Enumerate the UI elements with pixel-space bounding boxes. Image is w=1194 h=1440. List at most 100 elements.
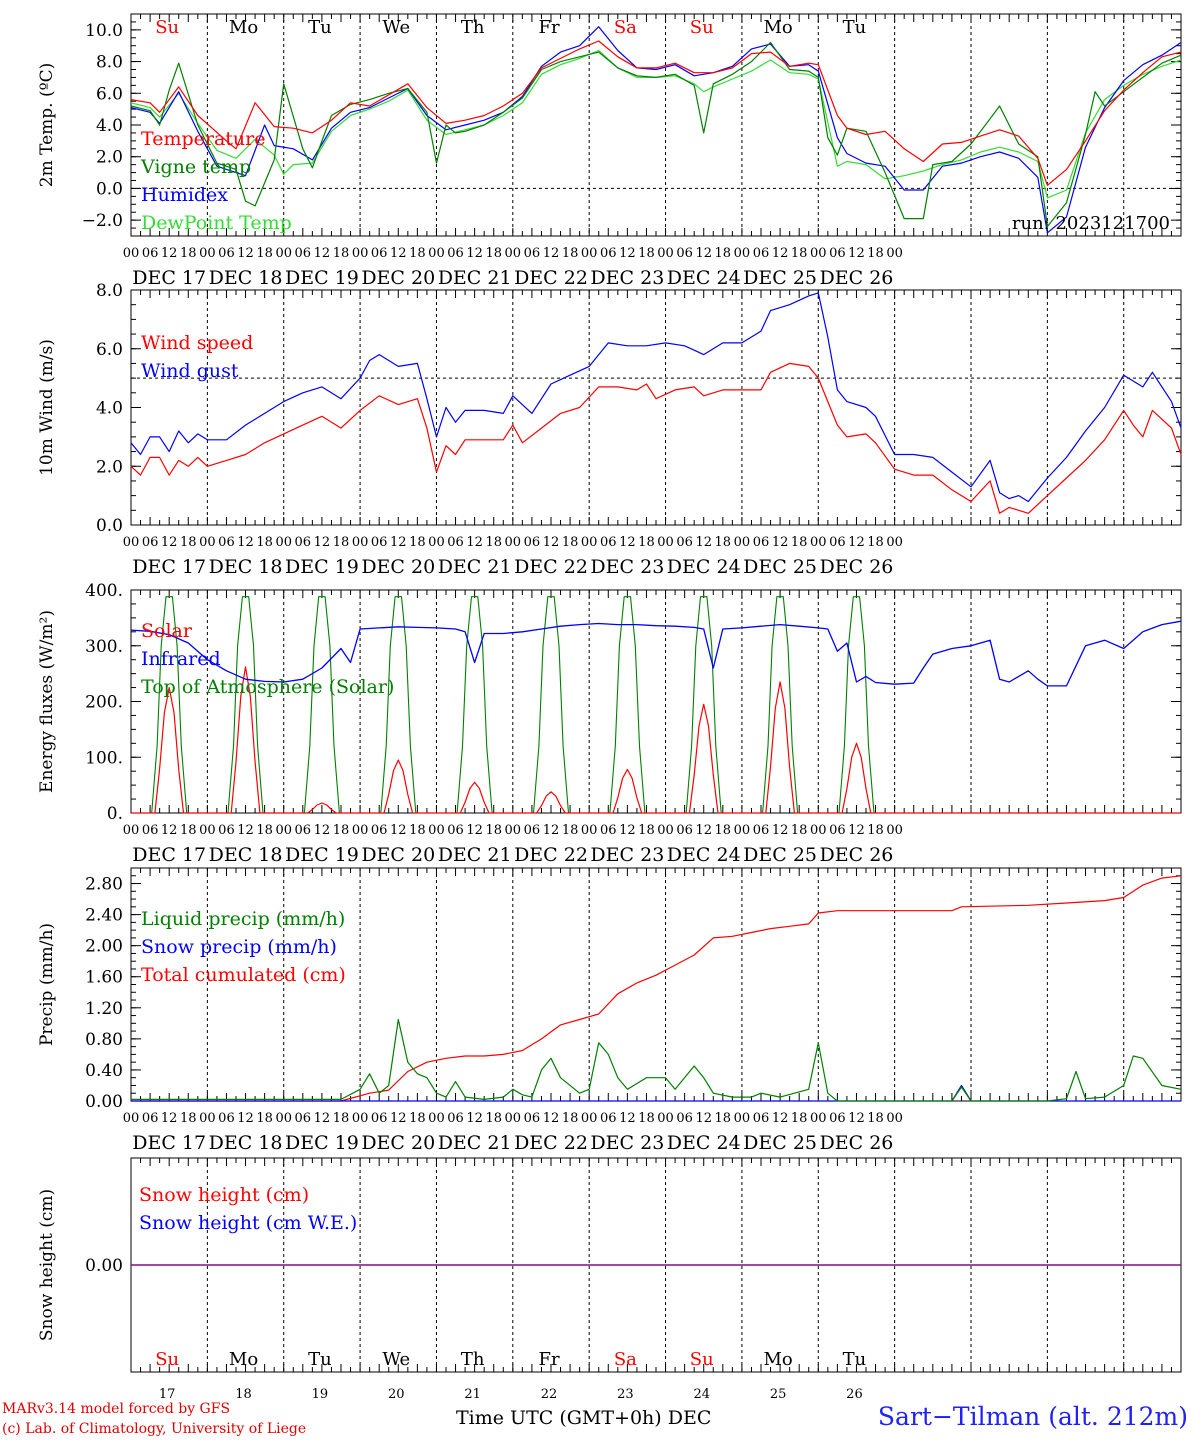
legend-entry: Liquid precip (mm/h) bbox=[141, 908, 345, 930]
date-label: DEC 26 bbox=[820, 556, 894, 578]
hour-label: 06 bbox=[447, 823, 464, 838]
weekday-label-top: Tu bbox=[843, 17, 867, 38]
hour-label: 00 bbox=[428, 1111, 445, 1126]
series-line-vigne-temp bbox=[130, 41, 1182, 228]
hour-label: 06 bbox=[600, 1111, 617, 1126]
series-line-humidex bbox=[130, 26, 1182, 234]
hour-label: 00 bbox=[199, 535, 216, 550]
hour-label: 18 bbox=[256, 535, 273, 550]
hour-label: 00 bbox=[734, 1111, 751, 1126]
day-number-label: 23 bbox=[617, 1387, 634, 1402]
hour-label: 00 bbox=[505, 1111, 522, 1126]
weekday-label-bottom: Fr bbox=[538, 1349, 559, 1370]
hour-label: 06 bbox=[753, 1111, 770, 1126]
date-label: DEC 24 bbox=[667, 1132, 741, 1154]
y-tick-label: 0. bbox=[107, 804, 123, 824]
date-label: DEC 20 bbox=[361, 556, 435, 578]
y-tick-label: 0.00 bbox=[85, 1092, 123, 1112]
hour-label: 18 bbox=[409, 246, 426, 261]
hour-label: 06 bbox=[753, 823, 770, 838]
date-label: DEC 26 bbox=[820, 844, 894, 866]
series-line-wind-gust bbox=[130, 292, 1182, 503]
date-label: DEC 25 bbox=[743, 556, 817, 578]
weekday-label-top: Sa bbox=[614, 17, 637, 38]
day-number-label: 21 bbox=[464, 1387, 481, 1402]
hour-label: 00 bbox=[810, 535, 827, 550]
date-label: DEC 20 bbox=[361, 1132, 435, 1154]
hour-label: 18 bbox=[409, 1111, 426, 1126]
hour-label: 06 bbox=[524, 1111, 541, 1126]
hour-label: 12 bbox=[619, 1111, 636, 1126]
date-label: DEC 21 bbox=[438, 844, 512, 866]
hour-label: 00 bbox=[428, 823, 445, 838]
hour-label: 18 bbox=[715, 1111, 732, 1126]
y-tick-label: 0.00 bbox=[85, 1256, 123, 1276]
hour-label: 00 bbox=[505, 823, 522, 838]
legend-entry: Vigne temp bbox=[140, 156, 251, 178]
hour-label: 12 bbox=[466, 535, 483, 550]
hour-label: 18 bbox=[791, 535, 808, 550]
weekday-label-bottom: Tu bbox=[308, 1349, 332, 1370]
legend-entry: Snow height (cm W.E.) bbox=[139, 1212, 357, 1234]
hour-label: 06 bbox=[829, 535, 846, 550]
y-tick-label: 2.40 bbox=[85, 906, 123, 926]
hour-label: 18 bbox=[485, 823, 502, 838]
hour-label: 00 bbox=[352, 246, 369, 261]
date-label: DEC 22 bbox=[514, 1132, 588, 1154]
date-label: DEC 24 bbox=[667, 844, 741, 866]
panel-frame-wind bbox=[130, 289, 1182, 526]
hour-label: 06 bbox=[524, 823, 541, 838]
hour-label: 06 bbox=[753, 246, 770, 261]
hour-label: 12 bbox=[543, 535, 560, 550]
hour-label: 00 bbox=[657, 246, 674, 261]
hour-label: 18 bbox=[485, 1111, 502, 1126]
weekday-label-top: Su bbox=[155, 17, 179, 38]
hour-label: 06 bbox=[295, 246, 312, 261]
y-axis-title: Precip (mm/h) bbox=[37, 923, 57, 1046]
legend-entry: Snow height (cm) bbox=[139, 1184, 309, 1206]
hour-label: 00 bbox=[886, 535, 903, 550]
y-tick-label: 100. bbox=[85, 748, 123, 768]
date-label: DEC 19 bbox=[285, 556, 359, 578]
date-label: DEC 21 bbox=[438, 556, 512, 578]
hour-label: 12 bbox=[619, 535, 636, 550]
hour-label: 06 bbox=[371, 1111, 388, 1126]
hour-label: 18 bbox=[562, 823, 579, 838]
hour-label: 12 bbox=[848, 535, 865, 550]
credit-lab: (c) Lab. of Climatology, University of L… bbox=[2, 1421, 307, 1437]
hour-label: 06 bbox=[676, 1111, 693, 1126]
y-tick-label: 2.00 bbox=[85, 937, 123, 957]
hour-label: 06 bbox=[829, 246, 846, 261]
weekday-label-top: Mo bbox=[229, 17, 258, 38]
hour-label: 06 bbox=[295, 1111, 312, 1126]
hour-label: 12 bbox=[543, 246, 560, 261]
series-line-wind-speed bbox=[130, 362, 1182, 514]
hour-label: 06 bbox=[295, 823, 312, 838]
hour-label: 00 bbox=[810, 1111, 827, 1126]
date-label: DEC 20 bbox=[361, 267, 435, 289]
hour-label: 12 bbox=[161, 1111, 178, 1126]
y-tick-label: 4.0 bbox=[96, 399, 123, 419]
hour-label: 12 bbox=[772, 535, 789, 550]
date-label: DEC 22 bbox=[514, 267, 588, 289]
hour-label: 18 bbox=[180, 823, 197, 838]
hour-label: 18 bbox=[638, 823, 655, 838]
day-number-label: 19 bbox=[312, 1387, 329, 1402]
y-tick-label: 0.40 bbox=[85, 1061, 123, 1081]
date-label: DEC 25 bbox=[743, 1132, 817, 1154]
y-axis-title: 10m Wind (m/s) bbox=[37, 339, 57, 476]
hour-label: 18 bbox=[333, 1111, 350, 1126]
hour-label: 12 bbox=[466, 823, 483, 838]
hour-label: 12 bbox=[466, 1111, 483, 1126]
date-label: DEC 21 bbox=[438, 1132, 512, 1154]
hour-label: 12 bbox=[848, 246, 865, 261]
hour-label: 06 bbox=[142, 535, 159, 550]
hour-label: 12 bbox=[695, 246, 712, 261]
hour-label: 12 bbox=[390, 823, 407, 838]
hour-label: 00 bbox=[275, 823, 292, 838]
day-number-label: 18 bbox=[235, 1387, 252, 1402]
date-label: DEC 23 bbox=[590, 267, 664, 289]
date-label: DEC 19 bbox=[285, 844, 359, 866]
hour-label: 00 bbox=[886, 246, 903, 261]
legend-entry: Total cumulated (cm) bbox=[141, 964, 346, 986]
